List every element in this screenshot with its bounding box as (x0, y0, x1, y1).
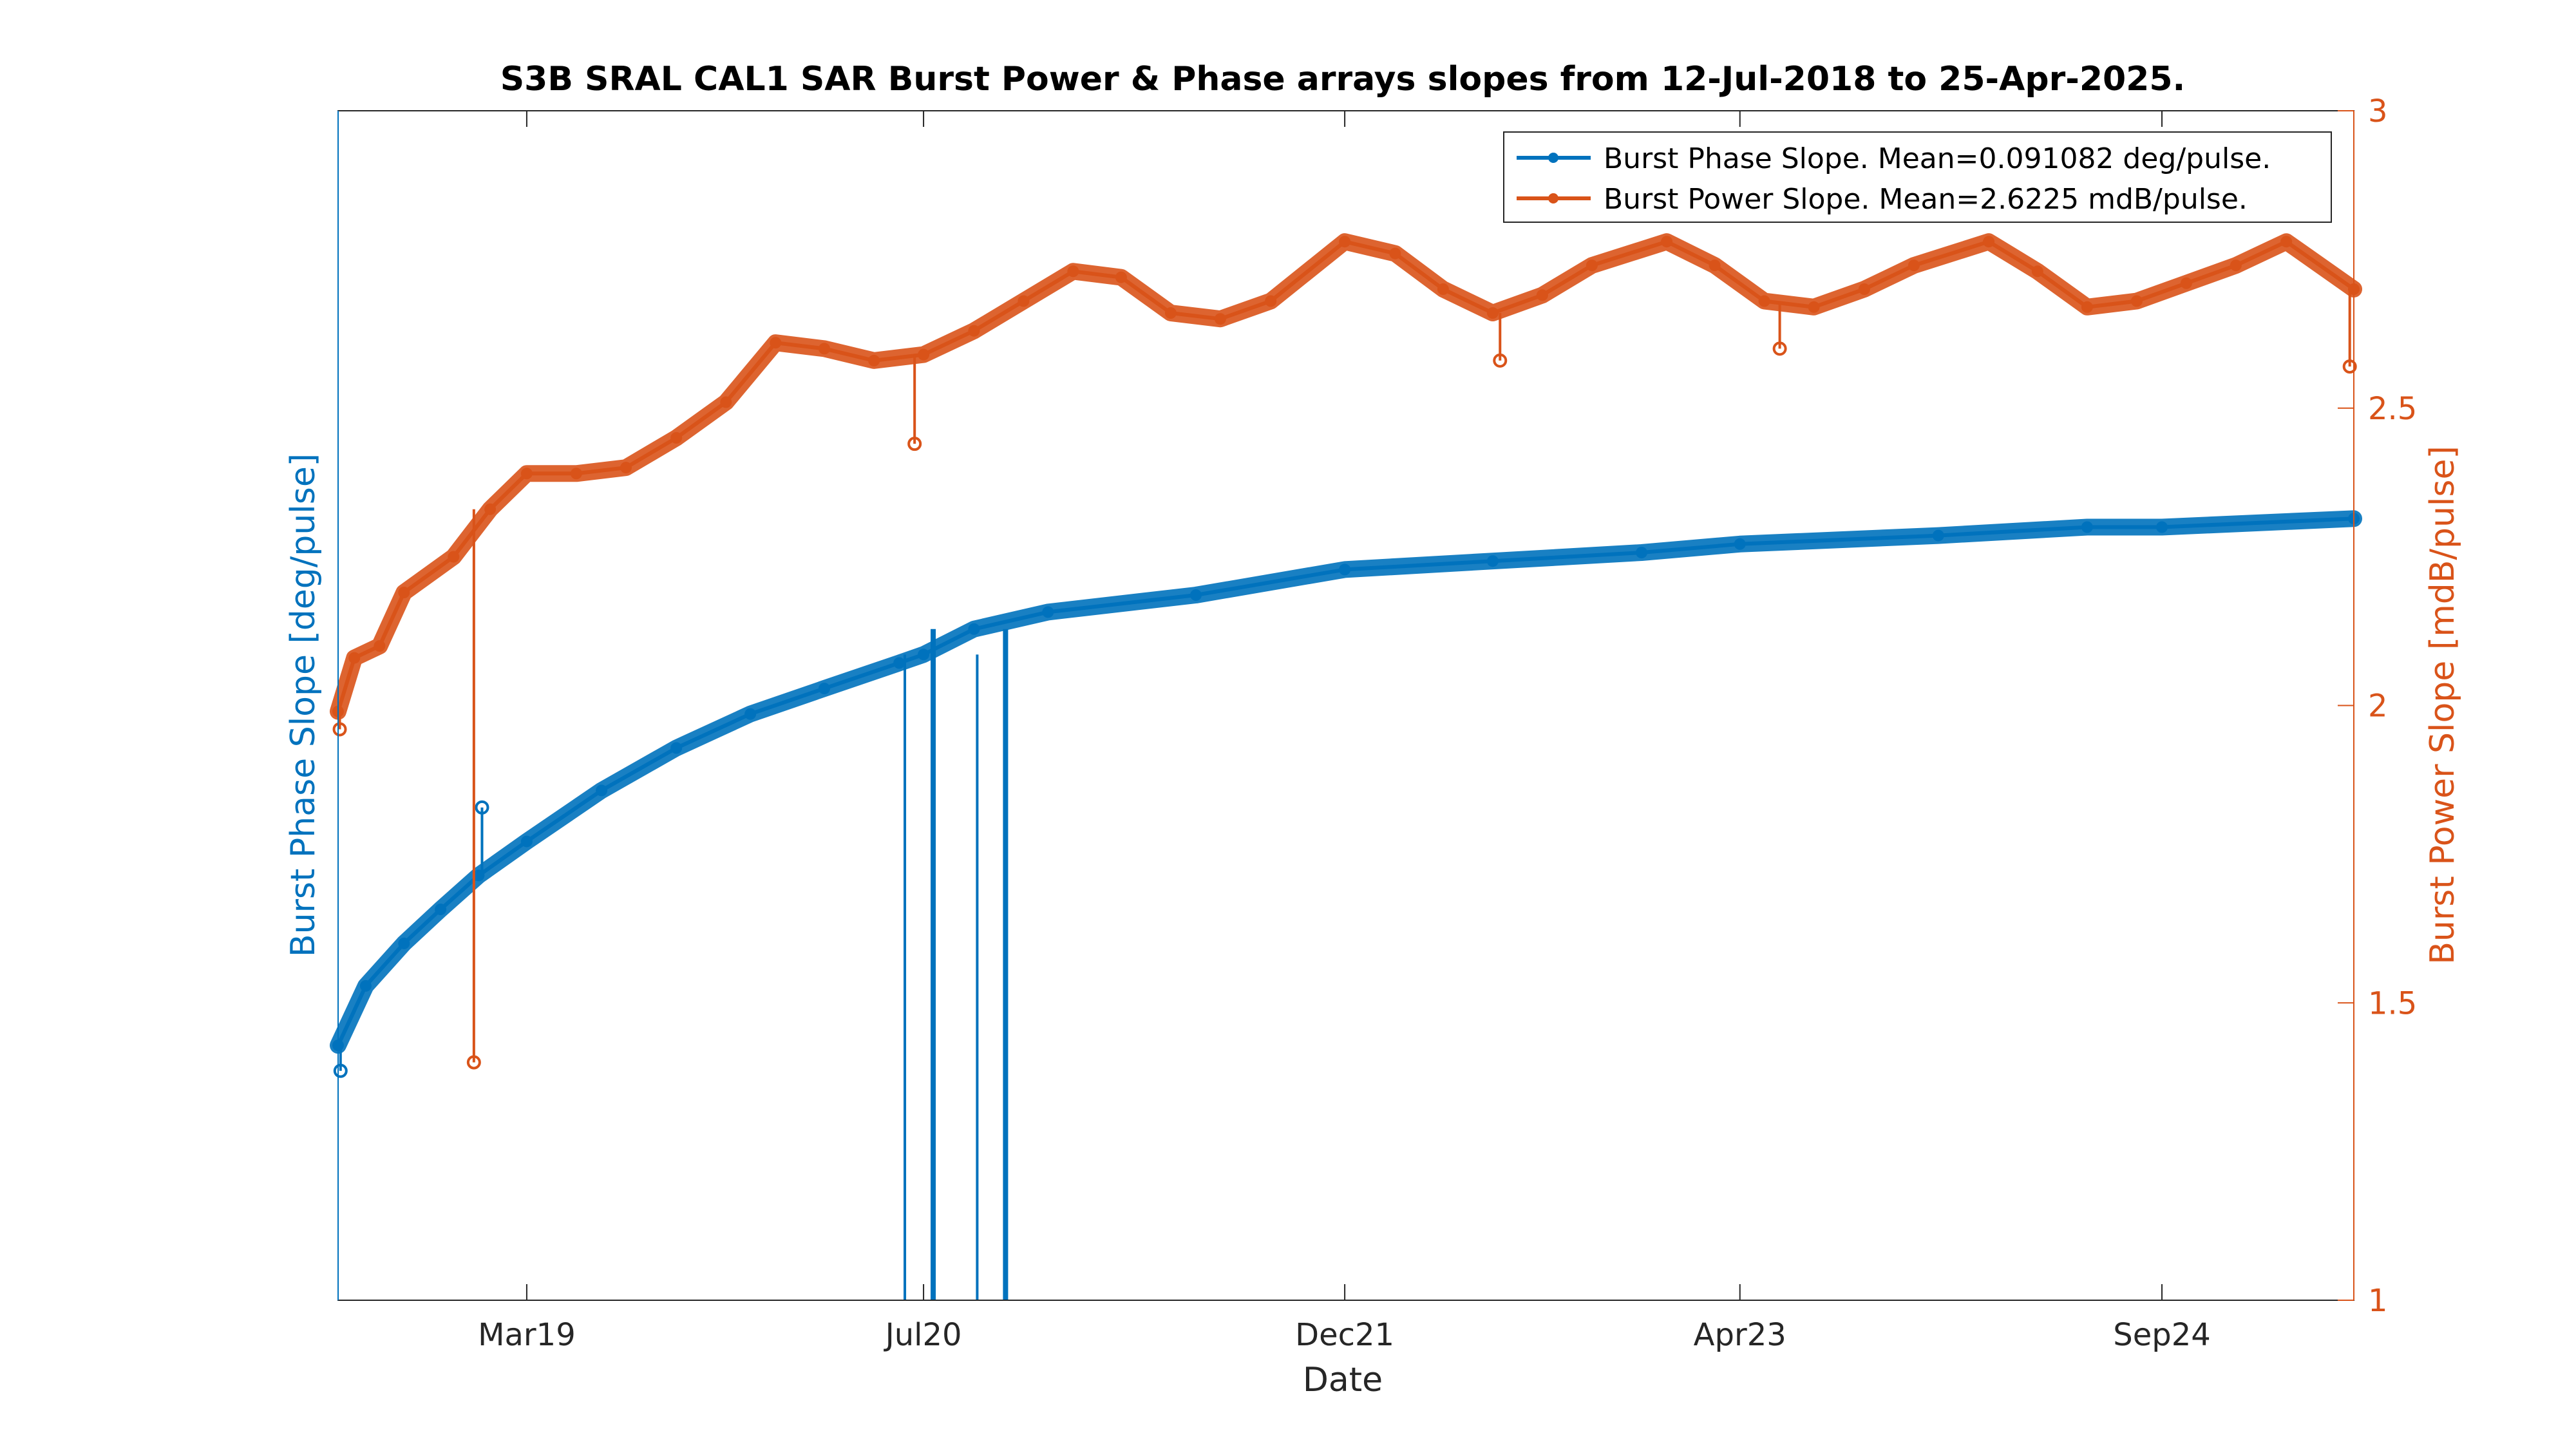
series-line (336, 240, 2355, 712)
outlier-point (1493, 353, 1508, 368)
data-point (670, 742, 683, 754)
data-point (570, 468, 582, 480)
data-point (744, 708, 757, 720)
gap-dense-region (1003, 629, 1009, 1300)
data-point (448, 551, 460, 563)
data-point (2081, 521, 2093, 533)
data-point (1486, 555, 1499, 567)
right-axis-label: Burst Power Slope [mdB/pulse] (2423, 446, 2462, 965)
data-point (819, 343, 830, 355)
outlier-point (333, 1063, 348, 1078)
data-point (484, 503, 497, 515)
x-tick-label: Sep24 (2113, 1317, 2211, 1353)
outlier-point (332, 722, 347, 737)
x-tick-label: Mar19 (478, 1317, 576, 1353)
data-point (620, 462, 632, 474)
data-point (520, 835, 533, 848)
series-power (330, 233, 2362, 1070)
data-point (918, 649, 930, 661)
x-tick-label: Jul20 (884, 1317, 962, 1353)
x-axis-label: Date (1303, 1361, 1383, 1399)
data-point (1018, 295, 1030, 307)
x-tick-label: Dec21 (1295, 1317, 1394, 1353)
data-point (1586, 260, 1598, 272)
data-point (359, 980, 372, 992)
data-point (1042, 606, 1054, 618)
data-point (918, 348, 930, 361)
data-point (435, 904, 447, 916)
data-point (2156, 521, 2168, 533)
outlier-point (466, 1055, 481, 1070)
data-point (596, 784, 608, 797)
data-point (819, 683, 830, 695)
data-point (1339, 564, 1351, 576)
outlier-point (475, 800, 489, 815)
data-point (1214, 313, 1226, 325)
data-point (1661, 236, 1673, 248)
data-point (1636, 547, 1647, 558)
data-point (398, 587, 410, 598)
legend-label-power: Burst Power Slope. Mean=2.6225 mdB/pulse… (1604, 183, 2248, 216)
x-axis-ticks: Mar19 Jul20 Dec21 Apr23 Sep24 (478, 111, 2211, 1353)
data-point (1709, 260, 1721, 272)
data-point (1536, 289, 1548, 301)
data-point (2130, 295, 2143, 307)
data-point (520, 468, 533, 480)
data-point (1486, 307, 1499, 319)
series-layer (330, 233, 2362, 1300)
legend: Burst Phase Slope. Mean=0.091082 deg/pul… (1503, 131, 2332, 223)
series-phase (330, 510, 2362, 1300)
data-point (893, 657, 905, 669)
legend-label-phase: Burst Phase Slope. Mean=0.091082 deg/pul… (1604, 142, 2271, 175)
data-point (2180, 277, 2192, 289)
data-point (374, 640, 386, 652)
right-tick-label: 2.5 (2368, 391, 2417, 427)
data-point (1808, 301, 1820, 313)
data-point (2081, 301, 2093, 313)
data-point (1067, 265, 1079, 278)
data-point (1164, 307, 1177, 319)
data-point (2230, 260, 2242, 272)
data-point (348, 652, 361, 664)
data-point (720, 396, 732, 408)
data-point (968, 325, 980, 337)
left-axis-label: Burst Phase Slope [deg/pulse] (284, 453, 323, 957)
data-point (2031, 265, 2043, 278)
data-point (1115, 271, 1127, 283)
right-tick-label: 1 (2368, 1283, 2388, 1319)
data-point (1389, 247, 1401, 260)
data-point (1908, 260, 1920, 272)
data-point (868, 354, 880, 366)
legend-marker-power (1548, 193, 1558, 204)
legend-marker-phase (1548, 153, 1558, 163)
data-point (968, 623, 980, 635)
data-point (398, 937, 410, 949)
data-point (1734, 538, 1746, 550)
right-axis-ticks: 1 1.5 2 2.5 3 (2338, 93, 2417, 1319)
gap-dense-region (931, 629, 936, 1300)
data-point (1190, 589, 1202, 601)
data-point (1932, 529, 1944, 542)
data-point (2280, 236, 2293, 248)
right-tick-label: 2 (2368, 688, 2388, 724)
data-point (1339, 236, 1351, 248)
data-point (1758, 295, 1770, 307)
outlier-point (1772, 341, 1787, 356)
x-tick-label: Apr23 (1694, 1317, 1786, 1353)
data-point (1983, 236, 1995, 248)
chart-title: S3B SRAL CAL1 SAR Burst Power & Phase ar… (500, 60, 2186, 99)
data-point (1858, 283, 1870, 295)
outlier-point (2342, 359, 2357, 374)
data-point (670, 431, 683, 444)
right-tick-label: 3 (2368, 93, 2388, 129)
data-point (770, 337, 782, 349)
legend-box (1503, 131, 2332, 223)
data-point (1437, 283, 1449, 295)
outlier-point (907, 437, 922, 451)
right-tick-label: 1.5 (2368, 985, 2417, 1021)
data-point (1265, 295, 1277, 307)
